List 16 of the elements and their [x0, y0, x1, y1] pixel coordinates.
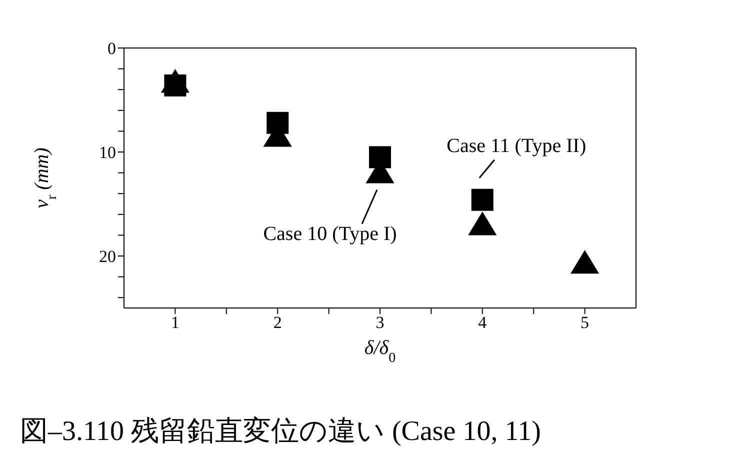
x-axis-title: δ/δ$_{0}$	[364, 337, 396, 366]
y-tick-label: 10	[99, 143, 116, 162]
point	[570, 250, 600, 274]
x-tick-label: 4	[478, 313, 488, 332]
point	[369, 146, 391, 168]
annotation: Case 11 (Type II)	[446, 134, 586, 157]
x-tick-label: 2	[273, 313, 282, 332]
x-tick-label: 3	[376, 313, 384, 332]
x-tick-label: 1	[170, 313, 180, 332]
point	[266, 112, 289, 134]
point	[468, 212, 497, 236]
y-tick-label: 20	[99, 247, 116, 266]
annotation: Case 10 (Type I)	[263, 222, 397, 245]
y-tick-label: 0	[108, 39, 116, 58]
x-tick-label: 5	[580, 313, 590, 332]
text: 図–3.110 残留鉛直変位の違い (Case 10, 11)	[20, 415, 542, 449]
